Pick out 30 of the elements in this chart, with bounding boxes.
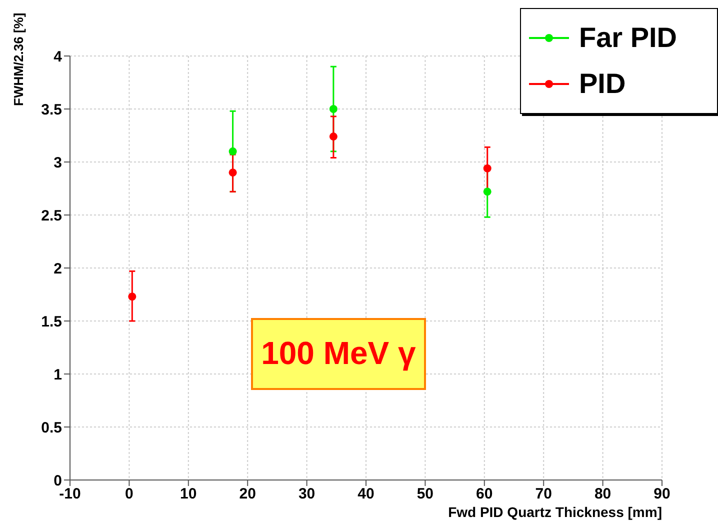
legend-label: PID [579, 68, 626, 100]
x-tick-label: 30 [298, 486, 316, 503]
y-tick-label: 0.5 [41, 419, 62, 436]
point [329, 132, 338, 141]
y-tick-label: 3.5 [41, 101, 62, 118]
y-tick-label: 2 [54, 260, 62, 278]
x-tick-label: 20 [239, 486, 256, 503]
x-axis-title: Fwd PID Quartz Thickness [mm] [448, 504, 662, 520]
x-tick-label: 50 [416, 486, 434, 503]
point [483, 188, 492, 196]
y-tick-label: 4 [54, 48, 63, 66]
annotation: 100 MeV γ [261, 335, 416, 372]
x-tick-label: 10 [180, 486, 197, 503]
y-tick-label: 1 [54, 366, 62, 384]
y-tick-label: 1.5 [41, 313, 62, 330]
x-tick-label: 60 [476, 486, 493, 503]
x-tick-label: -10 [59, 486, 81, 503]
y-axis-title: FWHM/2.36 [%] [11, 12, 26, 106]
point [128, 292, 136, 301]
x-tick-label: 80 [594, 486, 612, 503]
x-tick-label: 90 [654, 486, 670, 503]
y-tick-label: 2.5 [41, 207, 62, 224]
x-tick-label: 0 [125, 486, 134, 503]
y-tick-label: 3 [54, 154, 62, 172]
point [228, 168, 237, 177]
y-tick-label: 0 [54, 472, 62, 490]
point [329, 105, 338, 113]
legend-label: Far PID [579, 22, 678, 54]
x-tick-label: 40 [358, 486, 374, 503]
x-tick-label: 70 [535, 486, 552, 503]
